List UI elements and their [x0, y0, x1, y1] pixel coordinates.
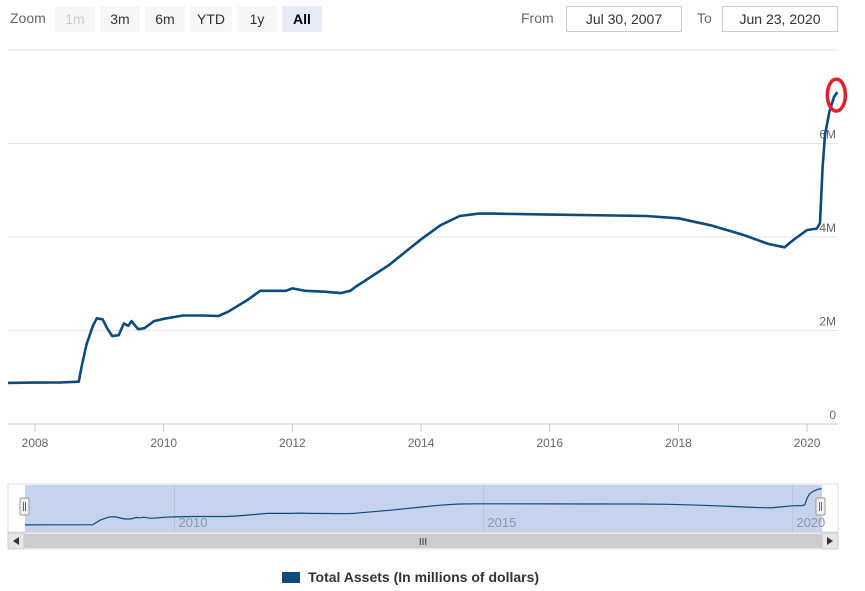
- to-label: To: [697, 10, 712, 26]
- y-axis: 0 2M 4M 6M: [819, 128, 836, 423]
- x-tick-label: 2010: [150, 436, 177, 450]
- x-tick-label: 2020: [794, 436, 821, 450]
- scrollbar-grip: III: [419, 537, 427, 548]
- y-tick-label: 4M: [819, 221, 836, 235]
- zoom-1y-button[interactable]: 1y: [237, 6, 277, 32]
- navigator-right-handle[interactable]: [815, 497, 826, 516]
- x-tick-label: 2016: [536, 436, 563, 450]
- y-tick-label: 2M: [819, 315, 836, 329]
- total-assets-line[interactable]: [7, 91, 839, 385]
- zoom-label: Zoom: [10, 10, 46, 26]
- x-axis: 2008 2010 2012 2014 2016 2018 2020: [22, 424, 821, 450]
- zoom-6m-button[interactable]: 6m: [145, 6, 185, 32]
- zoom-3m-button[interactable]: 3m: [100, 6, 140, 32]
- peak-highlight-circle: [825, 77, 848, 113]
- navigator-year-label: 2010: [179, 515, 208, 530]
- x-tick-label: 2008: [22, 436, 49, 450]
- x-tick-label: 2012: [279, 436, 306, 450]
- legend-label[interactable]: Total Assets (In millions of dollars): [308, 569, 540, 585]
- scrollbar[interactable]: III: [7, 532, 839, 550]
- from-date-input[interactable]: Jul 30, 2007: [566, 6, 682, 32]
- scrollbar-thumb[interactable]: [24, 534, 822, 548]
- from-label: From: [521, 10, 554, 26]
- navigator-series-line: [24, 488, 822, 526]
- x-tick-label: 2018: [665, 436, 692, 450]
- navigator-left-handle[interactable]: [19, 497, 30, 516]
- navigator-grid: 2010 2015 2020: [174, 485, 825, 532]
- navigator-year-label: 2020: [796, 515, 825, 530]
- to-date-input[interactable]: Jun 23, 2020: [722, 6, 838, 32]
- legend-swatch: [282, 572, 300, 583]
- right-arrow-icon: [827, 537, 833, 545]
- x-tick-label: 2014: [408, 436, 435, 450]
- y-tick-label: 6M: [819, 128, 836, 142]
- zoom-ytd-button[interactable]: YTD: [190, 6, 232, 32]
- zoom-1m-button[interactable]: 1m: [55, 6, 95, 32]
- left-arrow-icon: [13, 537, 19, 545]
- y-tick-label: 0: [829, 408, 836, 422]
- navigator[interactable]: 2010 2015 2020: [7, 483, 839, 533]
- navigator-selection-mask[interactable]: [25, 485, 822, 532]
- navigator-year-label: 2015: [487, 515, 516, 530]
- zoom-all-button[interactable]: All: [282, 6, 322, 32]
